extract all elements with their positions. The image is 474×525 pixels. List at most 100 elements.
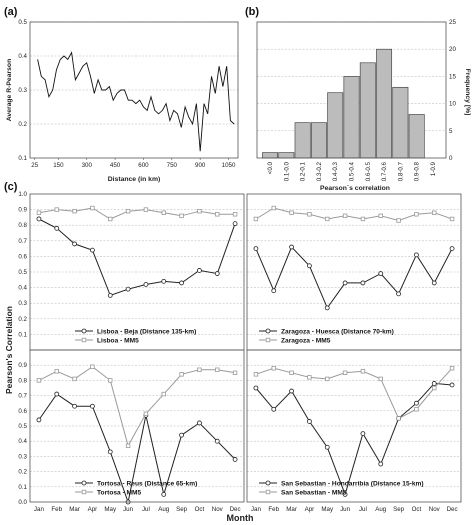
chart-c3-xtick: Jul — [142, 506, 150, 513]
chart-c3-ytick: 0.2 — [18, 469, 27, 476]
chart-c4-point — [360, 431, 366, 437]
chart-c3-point — [90, 364, 95, 369]
chart-a-xtick: 150 — [53, 162, 64, 169]
chart-c1-ytick: 0.9 — [18, 207, 27, 214]
chart-b-xtick: 0.1-0.0 — [283, 161, 290, 181]
chart-c3-point — [214, 438, 220, 444]
chart-c-ylabel: Pearson's Correlation — [4, 306, 14, 394]
chart-c2-point — [378, 271, 384, 276]
chart-c3-ytick: 0.3 — [18, 453, 27, 460]
chart-c3-ytick: 0.4 — [18, 438, 27, 445]
chart-c2-series-line — [255, 246, 453, 309]
chart-b-bar — [327, 92, 344, 159]
chart-a-xtick: 25 — [31, 162, 38, 169]
chart-b-ylabel: Frequency [%] — [464, 69, 471, 116]
chart-c1-ytick: 0.7 — [18, 238, 27, 245]
chart-c3-ytick: 0.0 — [18, 499, 27, 506]
chart-c4-point — [378, 376, 383, 382]
chart-c4-xtick: Feb — [268, 506, 279, 513]
chart-c4-frame — [246, 349, 462, 503]
chart-c4-point — [307, 419, 312, 424]
chart-c3-point — [36, 378, 42, 383]
chart-c4-xtick: Nov — [429, 506, 441, 513]
chart-c3-point — [54, 391, 60, 397]
chart-c1-legend-marker — [81, 328, 87, 334]
chart-a-ytick: 0.3 — [18, 87, 27, 94]
chart-c1-point — [108, 216, 113, 222]
chart-c3-xtick: Feb — [51, 506, 62, 513]
chart-c3-xtick: Mar — [69, 506, 80, 513]
chart-b-xtick: 0.9-0.8 — [414, 161, 421, 181]
chart-c2-point — [414, 252, 419, 258]
chart-c1-point — [214, 271, 220, 276]
chart-c1-point — [197, 208, 202, 214]
chart-b-bar — [294, 122, 311, 159]
chart-c3-frame — [29, 349, 245, 503]
chart-c4-xtick: Jun — [340, 506, 351, 513]
chart-a-xtick: 300 — [82, 162, 93, 169]
chart-a-xtick: 750 — [167, 162, 178, 169]
chart-c3-xtick: Dec — [230, 506, 241, 513]
chart-c3-point — [197, 367, 202, 372]
chart-c1-ytick: 0.1 — [18, 331, 27, 338]
chart-c4-point — [253, 372, 259, 377]
chart-c2-point — [396, 218, 401, 223]
chart-c1-ytick: 0.6 — [18, 253, 27, 260]
chart-c1-ytick: 0.3 — [18, 300, 27, 307]
chart-c2-point — [271, 205, 276, 211]
chart-c3-ytick: 0.9 — [18, 362, 27, 369]
chart-c4-point — [324, 444, 330, 450]
chart-c4-point — [431, 381, 437, 386]
chart-c1-point — [36, 216, 42, 222]
chart-c4-xtick: Jan — [251, 506, 262, 513]
panel-label-a: (a) — [4, 6, 18, 18]
chart-a-ytick: 0.2 — [18, 121, 27, 128]
chart-c4-xtick: Dec — [447, 506, 458, 513]
chart-c1-point — [90, 205, 95, 211]
chart-c1-point — [72, 208, 77, 214]
chart-a-frame — [29, 21, 239, 159]
chart-c4-legend-label: San Sebastian - MM5 — [281, 489, 347, 496]
chart-c2-point — [360, 216, 366, 222]
chart-c2-point — [432, 210, 437, 215]
chart-c4-point — [271, 366, 276, 371]
chart-b-xtick: 0.6-0.5 — [365, 161, 372, 181]
chart-b-bar — [359, 62, 376, 159]
chart-c2-point — [253, 216, 259, 222]
chart-c2-legend-label: Zaragoza - MM5 — [281, 337, 331, 344]
chart-c2-legend-marker — [265, 328, 271, 334]
chart-c4-point — [289, 388, 294, 394]
chart-c3-point — [161, 491, 167, 497]
chart-c1-point — [179, 213, 184, 219]
chart-b-ytick: 5 — [449, 128, 453, 135]
chart-c4-point — [414, 400, 419, 406]
chart-a-ytick: 0.4 — [18, 53, 27, 60]
chart-c4-xtick: Jul — [359, 506, 367, 513]
chart-c4-series-line — [255, 382, 453, 496]
chart-b-bar — [278, 152, 295, 159]
chart-c3-point — [90, 403, 95, 409]
chart-b-bar — [392, 86, 409, 159]
chart-c1-ytick: 1.0 — [18, 191, 27, 198]
chart-c2-point — [414, 212, 419, 217]
chart-c1-legend-marker — [81, 337, 87, 343]
chart-c1-series-line — [38, 218, 236, 297]
chart-b-bar — [376, 48, 393, 159]
chart-b-frequency-histogram: Pearson´s correlation Frequency [%] 0 5 10… — [256, 19, 471, 192]
chart-c1-point — [72, 241, 77, 247]
chart-c2-point — [271, 288, 277, 294]
chart-c2-point — [342, 280, 348, 286]
chart-c1-point — [232, 221, 238, 227]
chart-c1-point — [232, 212, 238, 217]
chart-c3-xtick: May — [104, 506, 117, 513]
chart-c4-point — [449, 382, 455, 388]
chart-b-frame — [256, 21, 447, 159]
chart-c4-point — [378, 461, 384, 467]
chart-c1-point — [125, 208, 131, 214]
chart-c1-point — [90, 247, 95, 253]
chart-c4-xtick: Oct — [412, 506, 422, 513]
chart-c4-xtick: Apr — [305, 506, 315, 513]
chart-c3-legend-marker — [81, 489, 87, 495]
chart-b-xtick: 0.5-0.4 — [349, 161, 356, 181]
